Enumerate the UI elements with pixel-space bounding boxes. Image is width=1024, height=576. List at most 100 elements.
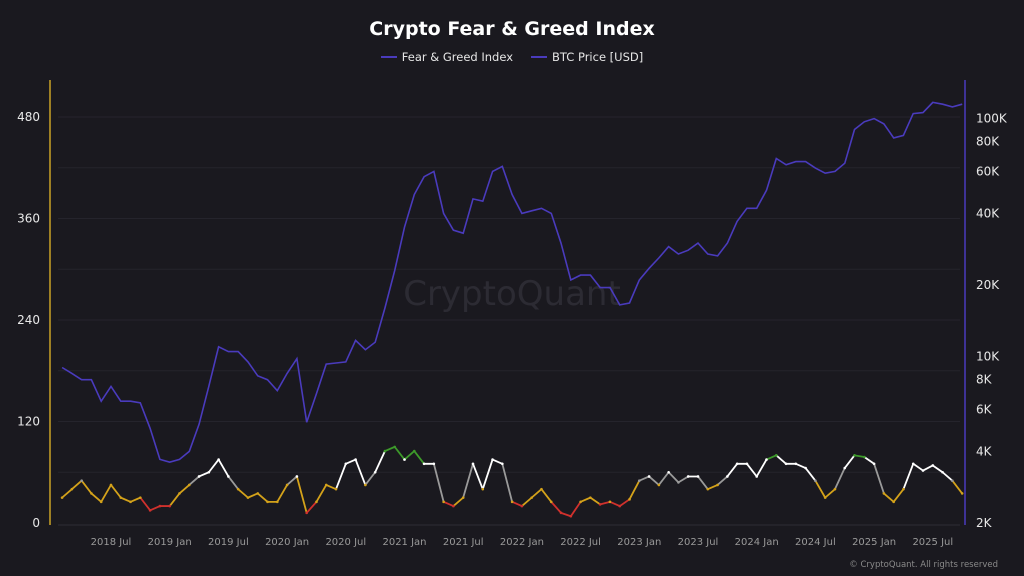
fear-greed-point bbox=[481, 487, 485, 491]
fear-greed-point bbox=[90, 492, 93, 495]
fear-greed-segment bbox=[853, 454, 866, 458]
fear-greed-point bbox=[422, 462, 426, 466]
fear-greed-point bbox=[921, 469, 925, 472]
fear-greed-point bbox=[295, 475, 299, 478]
fear-greed-point bbox=[647, 475, 651, 478]
y-left-tick-label: 480 bbox=[17, 110, 40, 124]
fear-greed-point bbox=[178, 492, 181, 495]
fear-greed-segment bbox=[912, 462, 924, 472]
fear-greed-segment bbox=[295, 475, 308, 514]
x-tick-label: 2019 Jul bbox=[208, 537, 249, 548]
fear-greed-segment bbox=[305, 500, 318, 514]
fear-greed-point bbox=[951, 479, 954, 483]
fear-greed-segment bbox=[863, 456, 875, 465]
fear-greed-point bbox=[148, 509, 152, 512]
fear-greed-segment bbox=[794, 462, 807, 469]
fear-greed-point bbox=[579, 500, 582, 504]
fear-greed-segment bbox=[765, 454, 778, 461]
y-right-tick-label: 40K bbox=[976, 206, 1000, 220]
fear-greed-point bbox=[373, 470, 377, 474]
fear-greed-point bbox=[364, 483, 367, 487]
fear-greed-point bbox=[305, 511, 308, 515]
fear-greed-segment bbox=[824, 488, 836, 499]
fear-greed-segment bbox=[843, 454, 856, 469]
fear-greed-segment bbox=[618, 498, 631, 507]
x-tick-label: 2025 Jul bbox=[912, 537, 953, 548]
y-left-tick-label: 120 bbox=[17, 415, 40, 429]
fear-greed-segment bbox=[677, 475, 690, 484]
fear-greed-segment bbox=[90, 492, 103, 503]
fear-greed-segment bbox=[834, 467, 846, 491]
fear-greed-segment bbox=[569, 500, 582, 518]
fear-greed-point bbox=[412, 449, 416, 453]
fear-greed-segment bbox=[442, 500, 455, 507]
x-tick-label: 2019 Jan bbox=[148, 537, 192, 548]
y-right-tick-label: 100K bbox=[976, 112, 1008, 126]
fear-greed-point bbox=[569, 514, 573, 518]
legend-item-fear-greed[interactable]: Fear & Greed Index bbox=[380, 50, 513, 64]
chart-title: Crypto Fear & Greed Index bbox=[369, 18, 655, 40]
fear-greed-point bbox=[696, 475, 700, 478]
fear-greed-point bbox=[589, 496, 592, 499]
y-right-tick-label: 10K bbox=[976, 350, 1000, 364]
fear-greed-segment bbox=[374, 450, 386, 474]
fear-greed-point bbox=[794, 462, 798, 466]
legend-item-btc-price[interactable]: BTC Price [USD] bbox=[531, 50, 643, 64]
fear-greed-point bbox=[452, 504, 455, 508]
legend-swatch bbox=[380, 56, 397, 58]
fear-greed-segment bbox=[638, 475, 650, 482]
fear-greed-point bbox=[686, 475, 690, 478]
fear-greed-point bbox=[491, 458, 494, 461]
fear-greed-segment bbox=[354, 458, 367, 486]
fear-greed-point bbox=[559, 511, 563, 515]
fear-greed-point bbox=[158, 504, 162, 508]
fear-greed-segment bbox=[227, 475, 240, 491]
fear-greed-segment bbox=[61, 488, 73, 499]
fear-greed-segment bbox=[110, 484, 122, 499]
fear-greed-point bbox=[197, 475, 201, 478]
fear-greed-point bbox=[765, 458, 768, 461]
fear-greed-segment bbox=[100, 484, 112, 503]
fear-greed-point bbox=[853, 454, 856, 457]
fear-greed-segment bbox=[941, 471, 954, 482]
fear-greed-segment bbox=[129, 496, 142, 503]
fear-greed-segment bbox=[521, 496, 533, 507]
fear-greed-segment bbox=[550, 500, 562, 514]
fear-greed-segment bbox=[560, 511, 572, 518]
y-left-tick-label: 0 bbox=[32, 516, 40, 530]
fear-greed-segment bbox=[726, 462, 739, 478]
fear-greed-point bbox=[344, 462, 348, 466]
x-tick-label: 2018 Jul bbox=[91, 537, 132, 548]
fear-greed-segment bbox=[892, 488, 905, 503]
fear-greed-segment bbox=[237, 488, 249, 499]
y-left-tick-label: 360 bbox=[17, 212, 40, 226]
y-right-tick-label: 20K bbox=[976, 278, 1000, 292]
fear-greed-segment bbox=[628, 479, 641, 501]
fear-greed-segment bbox=[481, 458, 494, 491]
fear-greed-point bbox=[207, 470, 211, 474]
fear-greed-segment bbox=[922, 464, 934, 472]
x-tick-label: 2021 Jul bbox=[443, 537, 484, 548]
fear-greed-point bbox=[706, 487, 710, 491]
fear-greed-point bbox=[442, 500, 445, 504]
y-right-tick-label: 4K bbox=[976, 444, 993, 458]
fear-greed-point bbox=[774, 454, 778, 457]
fear-greed-segment bbox=[364, 471, 377, 486]
fear-greed-segment bbox=[344, 458, 357, 465]
fear-greed-segment bbox=[168, 492, 181, 507]
fear-greed-point bbox=[804, 466, 807, 470]
fear-greed-segment bbox=[198, 471, 210, 478]
fear-greed-point bbox=[139, 496, 142, 499]
fear-greed-segment bbox=[462, 462, 474, 499]
grid bbox=[58, 116, 960, 473]
x-tick-label: 2020 Jul bbox=[325, 537, 366, 548]
fear-greed-segment bbox=[247, 492, 259, 499]
fear-greed-point bbox=[931, 464, 935, 467]
fear-greed-segment bbox=[657, 471, 670, 486]
fear-greed-segment bbox=[178, 484, 191, 495]
fear-greed-segment bbox=[540, 488, 553, 503]
fear-greed-point bbox=[266, 500, 269, 504]
fear-greed-segment bbox=[706, 484, 719, 491]
fear-greed-point bbox=[941, 470, 944, 474]
